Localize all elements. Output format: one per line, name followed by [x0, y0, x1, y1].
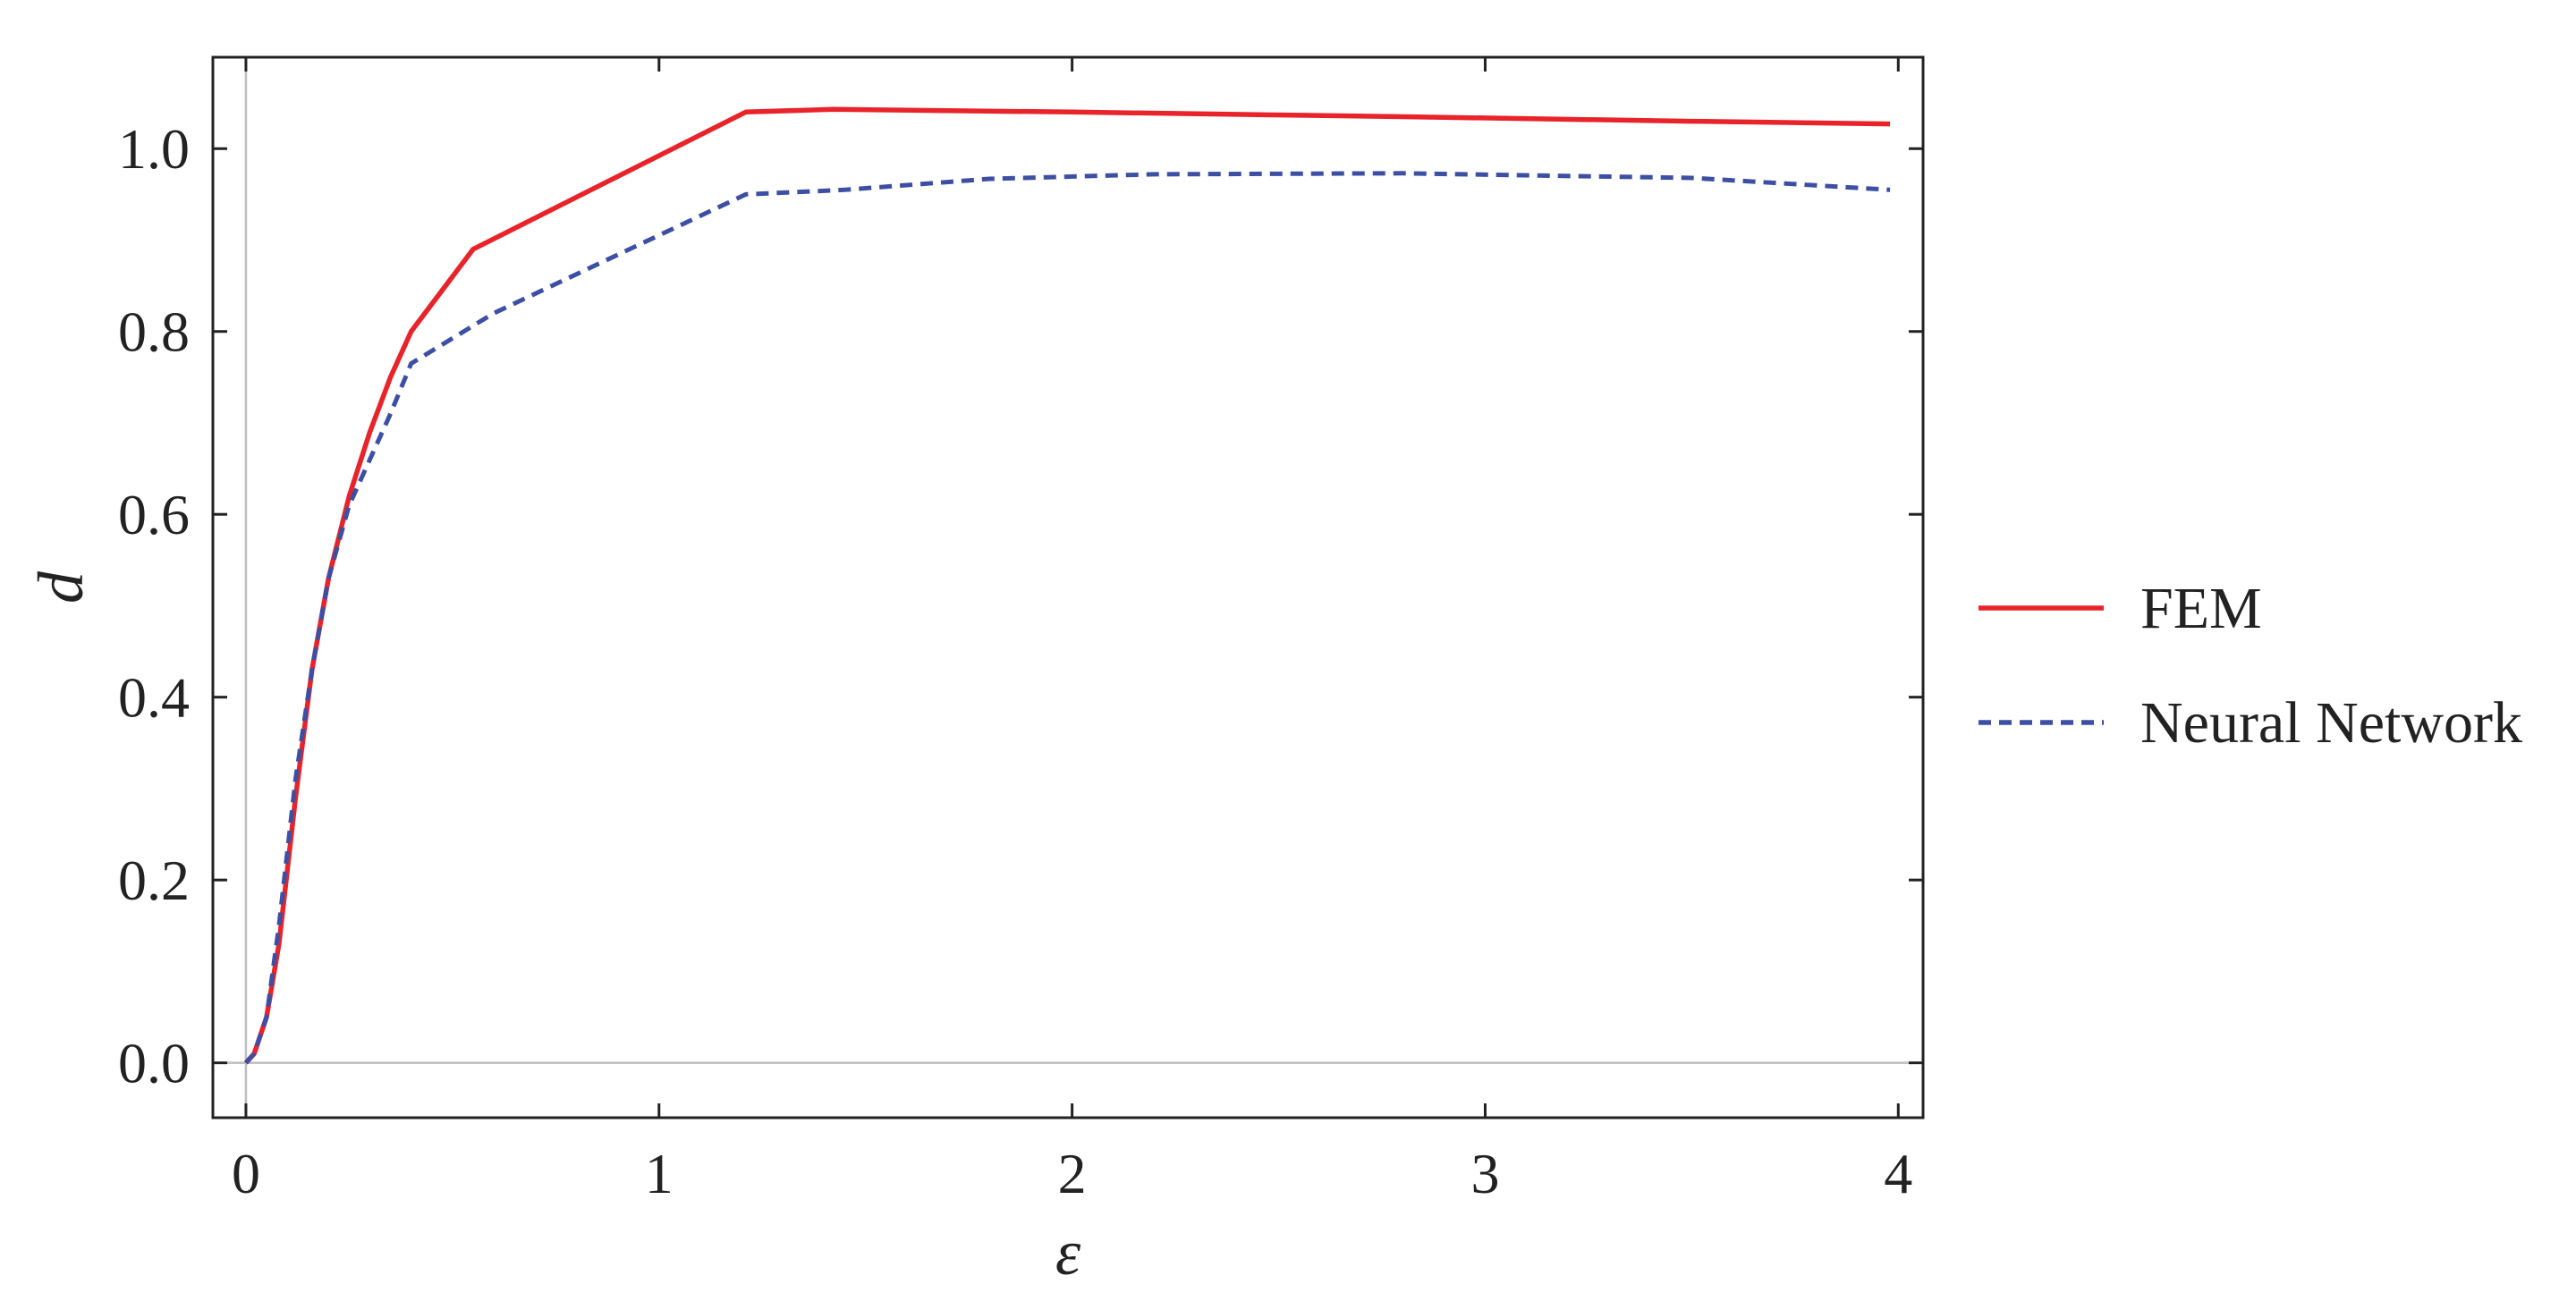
- plot-frame: [211, 55, 1925, 1119]
- series-line-neural-network: [244, 171, 1891, 1065]
- y-tick-label: 0.4: [118, 666, 190, 730]
- y-axis-label: d: [25, 570, 97, 604]
- y-tick-label: 1.0: [118, 117, 190, 181]
- y-axis-ticks: 0.0 0.2 0.4 0.6 0.8 1.0: [118, 117, 1923, 1095]
- legend: FEM Neural Network: [1979, 576, 2522, 756]
- x-tick-label: 0: [232, 1142, 260, 1205]
- y-tick-label: 0.0: [118, 1032, 190, 1095]
- reference-lines: [213, 57, 1923, 1118]
- x-tick-label: 1: [645, 1142, 674, 1205]
- x-axis-ticks: 0 1 2 3 4: [232, 57, 1912, 1205]
- y-tick-label: 0.8: [118, 300, 190, 364]
- series-layer: [243, 106, 1891, 1065]
- legend-label: FEM: [2140, 576, 2262, 641]
- x-axis-label: ε: [1055, 1217, 1081, 1288]
- legend-label: Neural Network: [2140, 690, 2522, 756]
- x-tick-label: 2: [1058, 1142, 1087, 1205]
- y-tick-label: 0.6: [118, 483, 190, 546]
- x-tick-label: 3: [1470, 1142, 1499, 1205]
- y-tick-label: 0.2: [118, 849, 190, 912]
- x-tick-label: 4: [1884, 1142, 1912, 1205]
